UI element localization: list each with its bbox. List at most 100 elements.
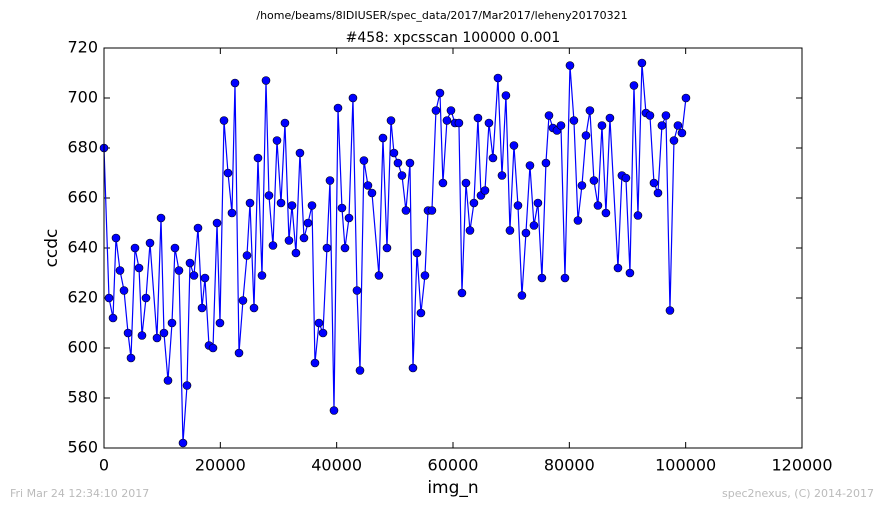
data-point <box>145 238 155 248</box>
data-point <box>565 61 575 70</box>
data-point <box>505 226 515 235</box>
data-point <box>484 118 494 128</box>
data-point <box>493 73 503 83</box>
data-point <box>280 118 290 128</box>
data-point <box>420 271 430 280</box>
data-point <box>593 201 603 210</box>
data-point <box>325 176 335 185</box>
data-point <box>473 113 483 123</box>
data-point <box>412 248 422 258</box>
data-point <box>359 156 369 165</box>
data-point <box>581 131 591 140</box>
data-point <box>167 318 177 328</box>
data-point <box>197 303 207 313</box>
data-point <box>367 188 377 198</box>
data-point <box>170 243 180 253</box>
data-point <box>299 233 309 243</box>
data-point <box>174 266 184 275</box>
data-point <box>215 318 225 328</box>
data-point <box>525 161 535 170</box>
y-tick-label: 560 <box>67 438 98 457</box>
data-point <box>200 273 210 283</box>
data-point <box>488 153 498 163</box>
suptitle: /home/beams/8IDIUSER/spec_data/2017/Mar2… <box>256 9 627 22</box>
data-point <box>268 241 278 250</box>
data-point <box>322 243 332 253</box>
data-point <box>212 218 222 228</box>
data-point <box>585 106 595 115</box>
plot-frame <box>103 47 803 449</box>
data-point <box>435 88 445 98</box>
data-point <box>245 198 255 208</box>
y-tick-label: 620 <box>67 288 98 307</box>
data-point <box>382 243 392 253</box>
data-point <box>446 106 456 115</box>
data-point <box>307 201 317 210</box>
data-point <box>374 271 384 280</box>
data-point <box>238 296 248 305</box>
data-point <box>629 81 639 90</box>
footer-left: Fri Mar 24 12:34:10 2017 <box>10 487 149 500</box>
data-point <box>653 188 663 198</box>
data-point <box>517 291 527 300</box>
x-tick-label: 0 <box>99 456 109 475</box>
data-point <box>208 343 218 353</box>
data-point <box>501 91 511 100</box>
data-point <box>669 136 679 145</box>
data-point <box>178 438 188 448</box>
data-point <box>264 191 274 200</box>
data-point <box>541 158 551 168</box>
data-point <box>556 121 566 130</box>
y-tick-label: 600 <box>67 338 98 357</box>
data-point <box>126 353 136 363</box>
data-point <box>673 121 683 130</box>
data-point <box>621 173 631 183</box>
data-point <box>333 103 343 113</box>
y-tick-label: 640 <box>67 238 98 257</box>
y-tick-label: 680 <box>67 138 98 157</box>
data-point <box>163 376 173 385</box>
data-point <box>123 328 133 338</box>
data-point <box>386 116 396 125</box>
data-point <box>137 331 147 340</box>
data-point <box>457 288 467 298</box>
x-tick-label: 100000 <box>655 456 716 475</box>
data-point <box>253 153 263 163</box>
data-point <box>665 306 675 315</box>
data-point <box>303 218 313 228</box>
data-point <box>633 211 643 220</box>
y-tick-label: 660 <box>67 188 98 207</box>
data-point <box>314 318 324 328</box>
x-tick-label: 40000 <box>311 456 362 475</box>
data-point <box>431 106 441 115</box>
data-point <box>193 223 203 233</box>
data-point <box>569 116 579 125</box>
data-point <box>287 201 297 210</box>
data-point <box>189 271 199 280</box>
data-point <box>416 308 426 318</box>
data-point <box>340 243 350 253</box>
data-point <box>573 216 583 225</box>
data-point <box>513 201 523 210</box>
data-point <box>230 78 240 88</box>
data-point <box>625 268 635 278</box>
data-point <box>219 116 229 125</box>
data-point <box>637 58 647 68</box>
data-point <box>397 171 407 180</box>
data-point <box>363 181 373 190</box>
y-tick-label: 720 <box>67 38 98 57</box>
data-point <box>597 121 607 130</box>
data-point <box>465 226 475 235</box>
data-point <box>318 328 328 338</box>
x-tick-label: 60000 <box>428 456 479 475</box>
data-point <box>408 363 418 373</box>
data-point <box>480 186 490 195</box>
data-point <box>295 148 305 158</box>
data-point <box>497 171 507 180</box>
data-point <box>521 228 531 238</box>
data-point <box>677 128 687 138</box>
y-axis-label: ccdc <box>42 229 62 268</box>
data-point <box>115 266 125 275</box>
data-point <box>344 213 354 223</box>
